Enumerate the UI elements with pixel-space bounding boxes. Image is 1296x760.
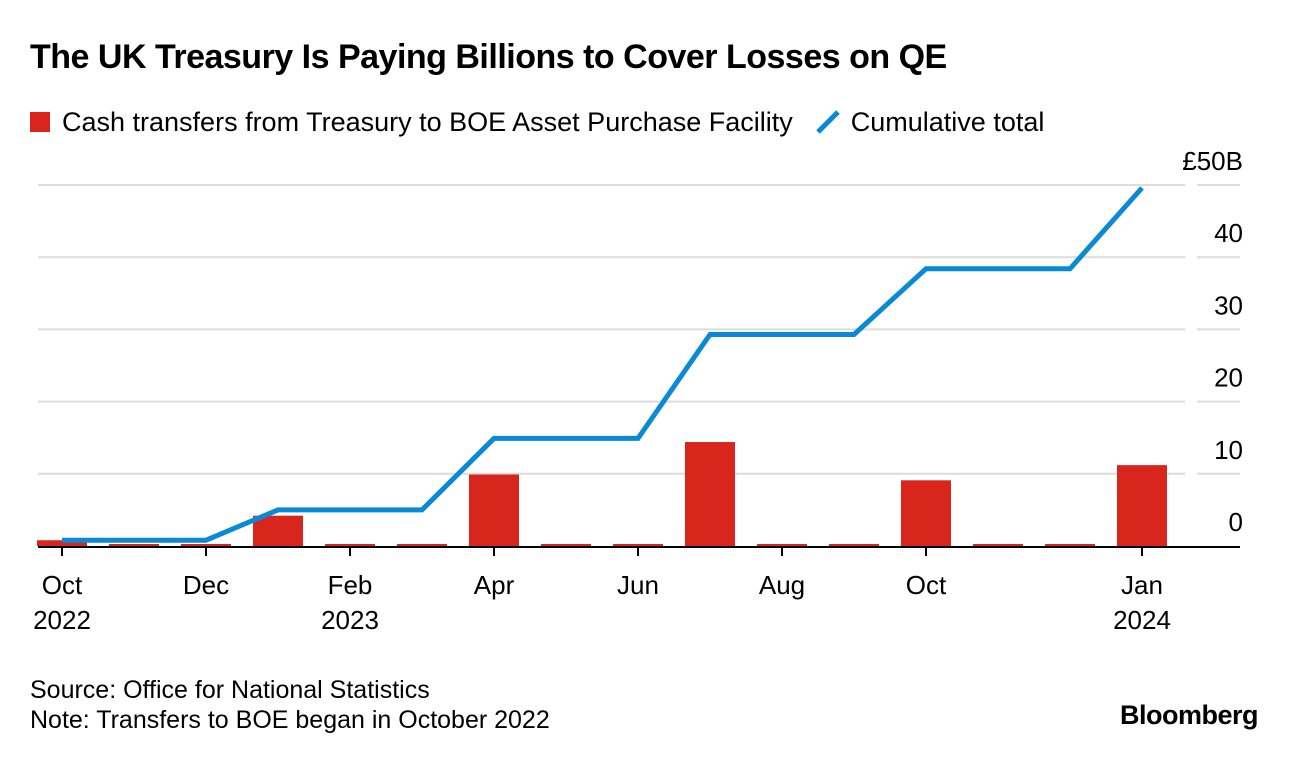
footer: Source: Office for National Statistics N… bbox=[30, 675, 550, 735]
line-point bbox=[206, 540, 207, 541]
x-tick-label: Aug bbox=[759, 570, 805, 600]
x-tick-year-label: 2024 bbox=[1113, 605, 1171, 635]
bar bbox=[1117, 465, 1167, 546]
line-series bbox=[62, 186, 1144, 543]
legend-item-transfers: Cash transfers from Treasury to BOE Asse… bbox=[30, 107, 793, 138]
legend-label-cumulative: Cumulative total bbox=[850, 106, 1045, 137]
line-point bbox=[422, 509, 423, 510]
cumulative-line bbox=[62, 186, 1144, 543]
bar bbox=[325, 544, 375, 546]
line-point bbox=[278, 509, 279, 510]
legend: Cash transfers from Treasury to BOE Asse… bbox=[30, 104, 1066, 140]
x-tick-year-label: 2023 bbox=[321, 605, 379, 635]
x-tick-label: Oct bbox=[906, 570, 947, 600]
x-tick-label: Feb bbox=[328, 570, 373, 600]
x-tick-label: Dec bbox=[183, 570, 229, 600]
bar bbox=[541, 544, 591, 546]
x-tick-label: Jun bbox=[617, 570, 659, 600]
x-tick-label: Jan bbox=[1121, 570, 1163, 600]
line-point bbox=[62, 540, 63, 541]
line-point bbox=[1142, 187, 1143, 188]
line-point bbox=[854, 334, 855, 335]
x-tick-year-label: 2022 bbox=[33, 605, 91, 635]
line-point bbox=[134, 540, 135, 541]
legend-swatch-bar bbox=[30, 112, 50, 132]
bar bbox=[901, 480, 951, 546]
y-tick-label: 0 bbox=[1229, 507, 1243, 537]
bar bbox=[973, 544, 1023, 546]
x-tick-label: Oct bbox=[42, 570, 83, 600]
bar bbox=[37, 540, 87, 546]
bar bbox=[469, 474, 519, 546]
line-point bbox=[926, 268, 927, 269]
axes: 0 10 20 30 40 £50B Oct 2022 Dec Feb 2023 Apr Jun Aug O… bbox=[33, 146, 1243, 635]
y-tick-label: £50B bbox=[1182, 146, 1243, 176]
bar bbox=[253, 515, 303, 546]
bar bbox=[757, 544, 807, 546]
y-tick-label: 30 bbox=[1214, 290, 1243, 320]
y-tick-label: 20 bbox=[1214, 363, 1243, 393]
bloomberg-logo: Bloomberg bbox=[1119, 700, 1259, 730]
line-point bbox=[638, 438, 639, 439]
line-point bbox=[350, 509, 351, 510]
footnote: Note: Transfers to BOE began in October … bbox=[30, 706, 550, 734]
bar bbox=[181, 544, 231, 546]
bar bbox=[109, 544, 159, 546]
y-tick-label: 10 bbox=[1214, 435, 1243, 465]
gridlines bbox=[38, 184, 1240, 475]
legend-label-transfers: Cash transfers from Treasury to BOE Asse… bbox=[62, 106, 793, 137]
line-point bbox=[710, 334, 711, 335]
bar bbox=[829, 544, 879, 546]
line-point bbox=[566, 438, 567, 439]
legend-swatch-line bbox=[815, 110, 840, 134]
line-point bbox=[1070, 268, 1071, 269]
chart-title: The UK Treasury Is Paying Billions to Co… bbox=[30, 38, 947, 76]
legend-item-cumulative: Cumulative total bbox=[815, 106, 1045, 138]
bar-series bbox=[37, 442, 1167, 546]
bar bbox=[685, 442, 735, 546]
x-tick-label: Apr bbox=[474, 570, 515, 600]
source-note: Source: Office for National Statistics bbox=[30, 676, 430, 704]
bar bbox=[397, 544, 447, 546]
line-point bbox=[998, 268, 999, 269]
bar bbox=[613, 544, 663, 546]
line-point bbox=[494, 438, 495, 439]
bar bbox=[1045, 544, 1095, 546]
y-tick-label: 40 bbox=[1214, 218, 1243, 248]
line-point bbox=[782, 334, 783, 335]
